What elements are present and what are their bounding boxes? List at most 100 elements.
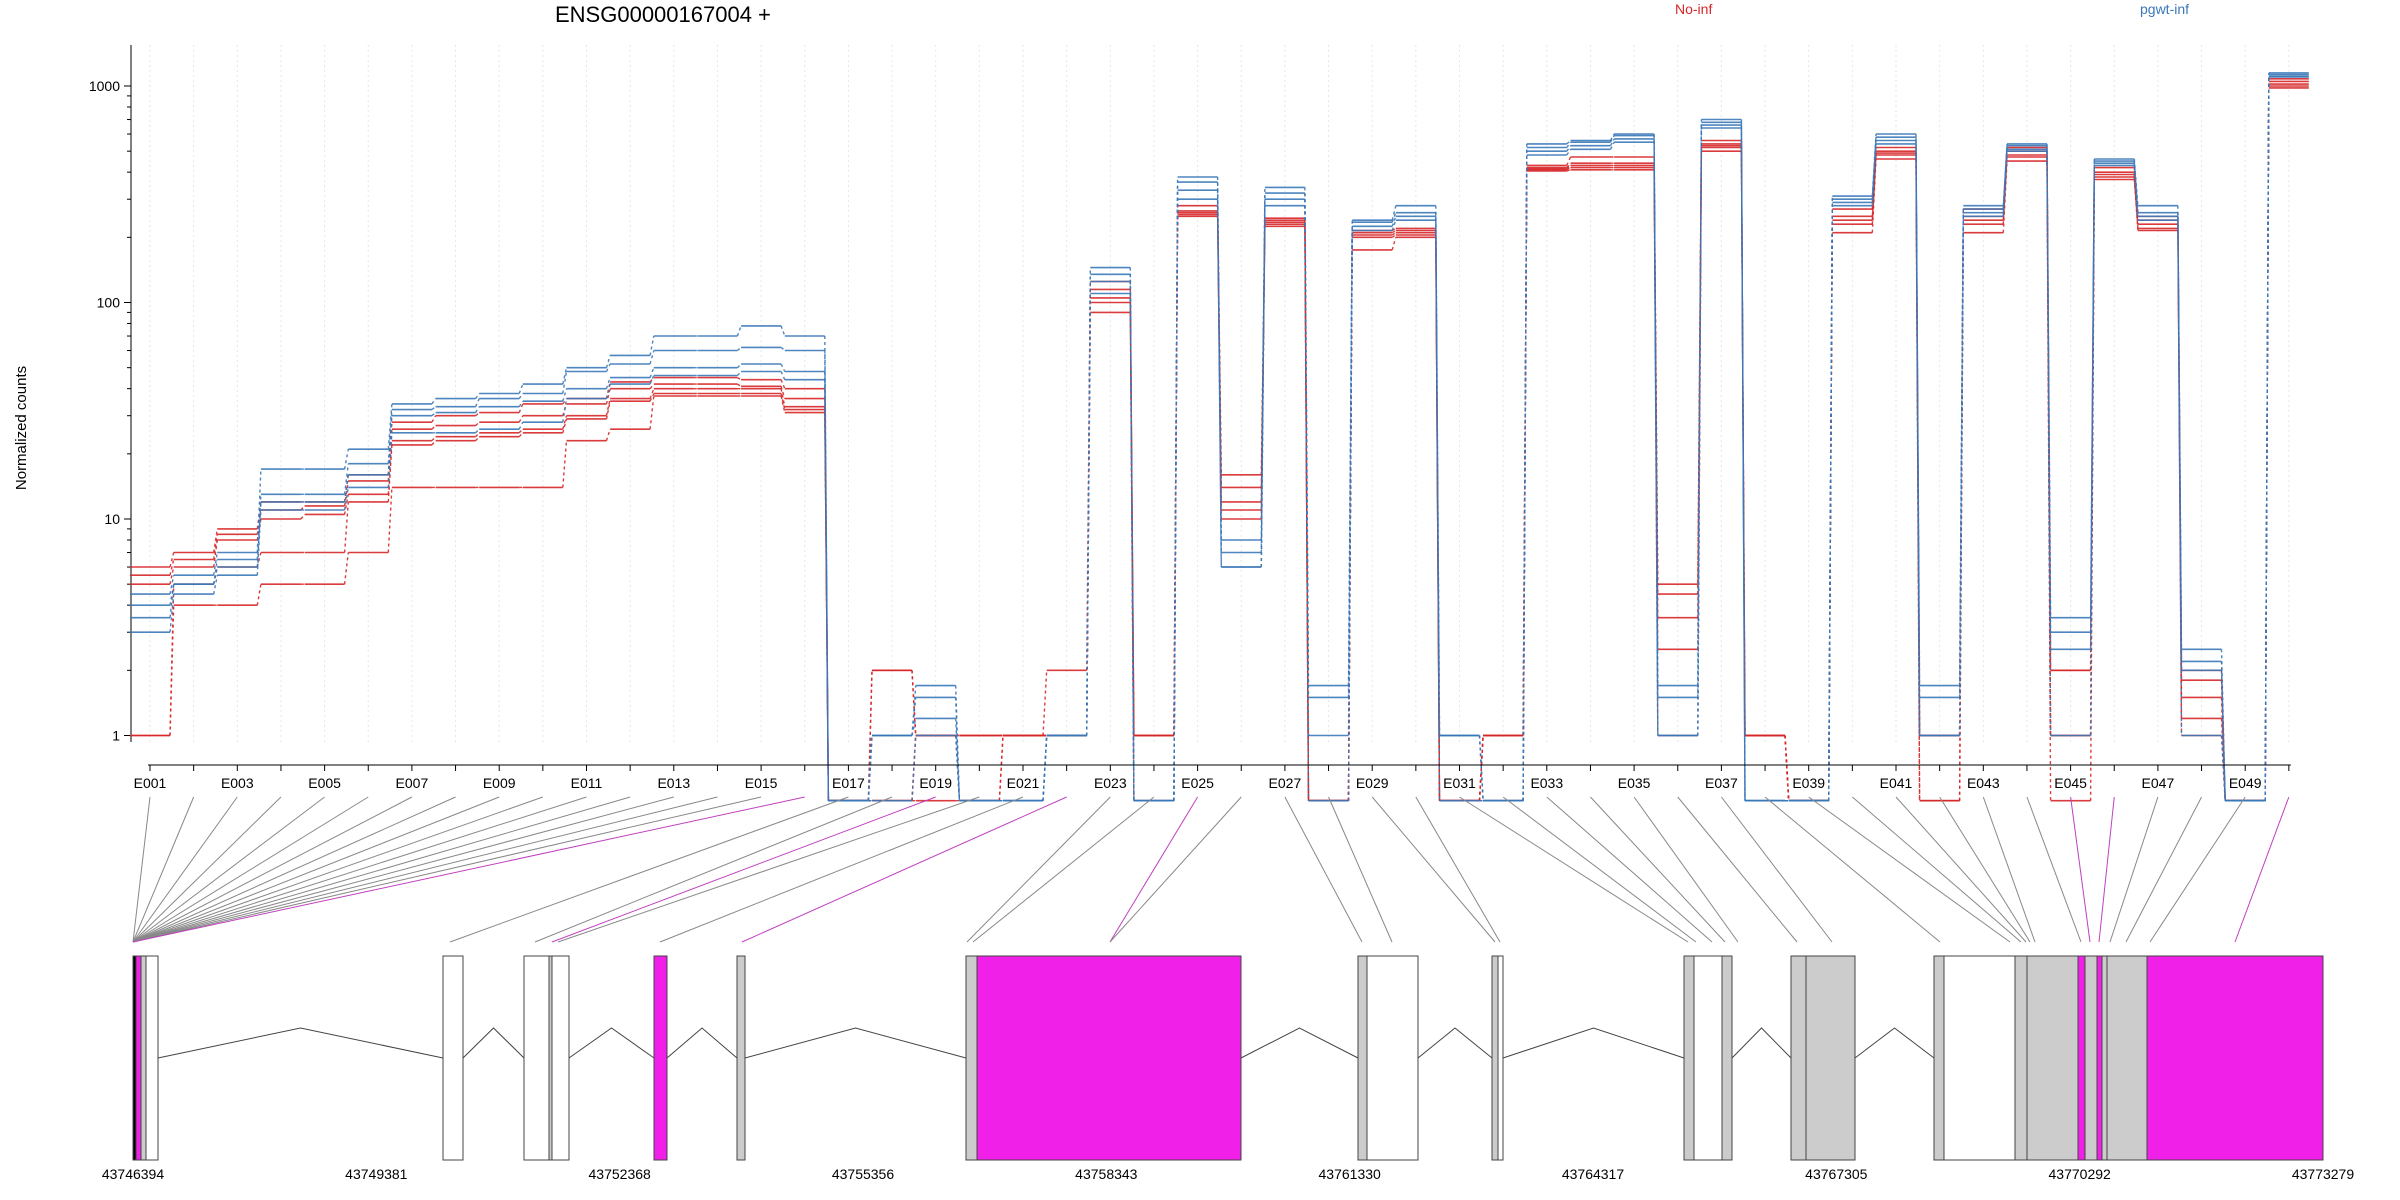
y-axis-label: Normalized counts (13, 366, 30, 490)
legend-entry-no-inf: No-inf (1675, 1, 1712, 17)
exon-connector (741, 796, 1067, 943)
genomic-coordinate: 43755356 (832, 1166, 895, 1182)
exon-connector (1415, 796, 1501, 943)
x-tick-label: E047 (2142, 775, 2175, 791)
intron-line (157, 1027, 444, 1059)
exon-connector (132, 796, 718, 943)
exon-connector (1764, 796, 1941, 943)
y-tick-label: 100 (97, 295, 121, 311)
exon-connector (551, 796, 936, 943)
exon-connector (132, 796, 631, 943)
legend-entry-pgwt-inf: pgwt-inf (2140, 1, 2189, 17)
intron-line (1731, 1027, 1792, 1059)
exon-connector (132, 796, 238, 943)
genomic-coordinate: 43764317 (1562, 1166, 1625, 1182)
exon-box (1366, 955, 1419, 1161)
x-tick-label: E027 (1269, 775, 1302, 791)
x-tick-label: E043 (1967, 775, 2000, 791)
exon-connector (1284, 796, 1363, 943)
exon-box (2084, 955, 2098, 1161)
exon-connector (1895, 796, 2027, 943)
intron-line (1417, 1027, 1493, 1059)
exon-connector (972, 796, 1155, 943)
exon-box (2026, 955, 2079, 1161)
exon-connector (2026, 796, 2082, 943)
exon-box (1497, 955, 1504, 1161)
x-tick-label: E007 (396, 775, 429, 791)
exon-box (1491, 955, 1499, 1161)
exon-connector (1371, 796, 1496, 943)
exon-box (523, 955, 550, 1161)
exon-connector (1590, 796, 1726, 943)
exon-connector (132, 796, 282, 943)
exon-box (442, 955, 464, 1161)
y-tick-label: 1000 (89, 78, 120, 94)
y-tick-label: 10 (104, 511, 120, 527)
exon-connector (659, 796, 1024, 943)
exon-connector (132, 796, 413, 943)
exon-connector (1721, 796, 1833, 943)
exon-connector (132, 796, 456, 943)
exon-box (135, 955, 142, 1161)
exon-box (2101, 955, 2108, 1161)
exon-connector (132, 796, 674, 943)
intron-line (666, 1027, 738, 1059)
x-tick-label: E015 (745, 775, 778, 791)
exon-connector (2098, 796, 2115, 943)
exon-connector (534, 796, 893, 943)
exon-connector (2109, 796, 2159, 943)
exon-box (140, 955, 147, 1161)
series-lines (130, 72, 2309, 802)
exon-connector (1852, 796, 2022, 943)
chart-title: ENSG00000167004 + (555, 2, 771, 27)
x-tick-label: E019 (919, 775, 952, 791)
genomic-coordinate: 43746394 (102, 1166, 165, 1182)
exon-connector (1328, 796, 1393, 943)
exon-box (2077, 955, 2086, 1161)
exon-box (1693, 955, 1723, 1161)
intron-line (462, 1027, 525, 1059)
x-tick-label: E021 (1007, 775, 1040, 791)
exon-box (1943, 955, 2016, 1161)
exon-connector (1109, 796, 1242, 943)
series-connector-pgwt-inf (169, 76, 2270, 802)
y-tick-label: 1 (112, 728, 120, 744)
exon-connector (132, 796, 325, 943)
exon-connector (2125, 796, 2202, 943)
exon-box (976, 955, 1242, 1161)
exon-connector (1502, 796, 1697, 943)
x-tick-label: E035 (1618, 775, 1651, 791)
exon-connector (132, 796, 544, 943)
exon-box (2106, 955, 2148, 1161)
exon-box (736, 955, 746, 1161)
genomic-coordinate: 43773279 (2292, 1166, 2355, 1182)
x-tick-label: E017 (832, 775, 865, 791)
exon-box (2146, 955, 2324, 1161)
exon-connector (1459, 796, 1689, 943)
genomic-coordinate: 43767305 (1805, 1166, 1868, 1182)
exon-connector (966, 796, 1111, 943)
exon-connector (1109, 796, 1199, 943)
exon-connector (132, 796, 587, 943)
genomic-coordinate: 43749381 (345, 1166, 408, 1182)
exon-connector (1939, 796, 2031, 943)
exon-connector (132, 796, 805, 943)
intron-line (1240, 1027, 1359, 1059)
exon-box (965, 955, 978, 1161)
exon-connector (1677, 796, 1798, 943)
exon-box (1805, 955, 1856, 1161)
x-tick-label: E001 (134, 775, 167, 791)
exon-box (1721, 955, 1733, 1161)
x-tick-label: E029 (1356, 775, 1389, 791)
x-axis: E001 E003 E005 E007 E009 E011 E013 E015 E017 E019… (134, 764, 2291, 791)
genomic-coordinate: 43761330 (1319, 1166, 1382, 1182)
x-tick-label: E023 (1094, 775, 1127, 791)
exon-connector (132, 796, 151, 943)
exon-connector (1808, 796, 2011, 943)
exon-connector (132, 796, 369, 943)
exon-connector (1546, 796, 1713, 943)
genomic-coordinate: 43770292 (2049, 1166, 2112, 1182)
exon-connector (2234, 796, 2290, 943)
exon-connector (557, 796, 980, 943)
exon-box (1357, 955, 1368, 1161)
